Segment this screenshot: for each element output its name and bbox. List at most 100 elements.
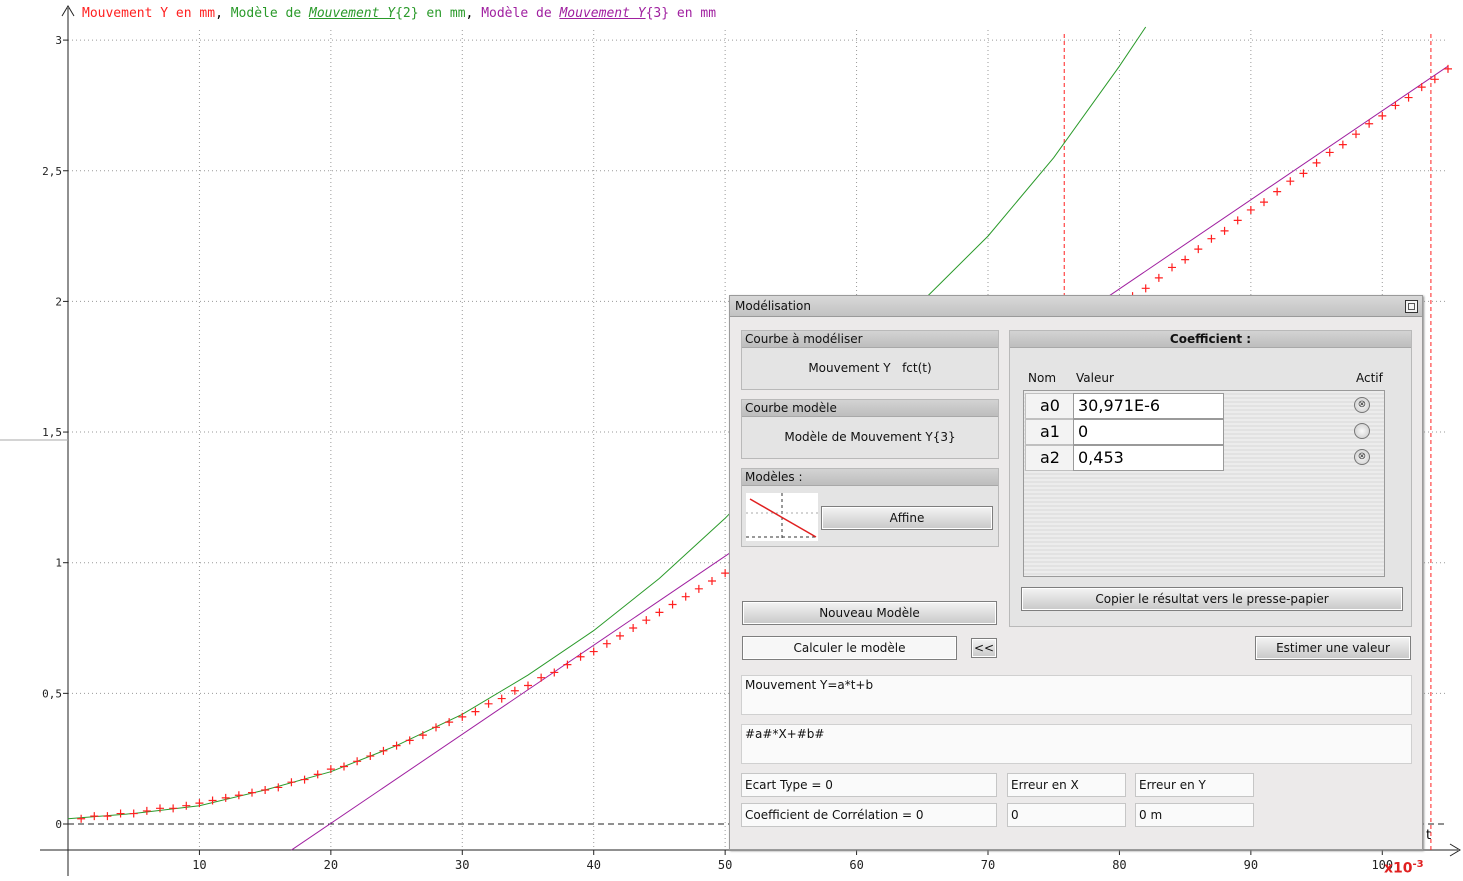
data-point-cross xyxy=(1154,273,1163,282)
data-point-cross xyxy=(655,608,664,617)
x-tick-label: 50 xyxy=(718,858,732,872)
legend-model2-suffix: {2} en mm xyxy=(395,6,466,21)
data-point-cross xyxy=(721,569,730,578)
copier-resultat-button[interactable]: Copier le résultat vers le presse-papier xyxy=(1021,587,1403,611)
data-point-cross xyxy=(537,673,546,682)
coef-actif-toggle-icon[interactable] xyxy=(1354,423,1370,439)
data-point-cross xyxy=(563,660,572,669)
data-point-cross xyxy=(1338,140,1347,149)
legend-model2-link[interactable]: Mouvement Y xyxy=(309,6,396,21)
data-point-cross xyxy=(445,718,454,727)
coef-col-valeur: Valeur xyxy=(1076,371,1114,385)
correlation-field: Coefficient de Corrélation = 0 xyxy=(741,803,997,827)
data-point-cross xyxy=(471,707,480,716)
coef-value-input[interactable]: 30,971E-6 xyxy=(1073,393,1224,419)
data-point-cross xyxy=(694,584,703,593)
data-point-cross xyxy=(1233,216,1242,225)
modeles-group: Modèles : Affine xyxy=(741,468,999,547)
data-point-cross xyxy=(1273,187,1282,196)
affine-model-thumbnail-icon[interactable] xyxy=(746,493,818,541)
template-field[interactable]: #a#*X+#b# xyxy=(741,724,1412,764)
data-point-cross xyxy=(1286,177,1295,186)
courbe-modele-group: Courbe modèle Modèle de Mouvement Y{3} xyxy=(741,399,999,459)
legend-series-measured: Mouvement Y en mm xyxy=(82,6,216,21)
data-point-cross xyxy=(195,799,204,808)
data-point-cross xyxy=(1181,255,1190,264)
data-point-cross xyxy=(300,775,309,784)
data-point-cross xyxy=(1325,148,1334,157)
data-point-cross xyxy=(708,576,716,585)
coef-name: a1 xyxy=(1025,419,1075,445)
erreur-x-input[interactable]: 0 xyxy=(1007,803,1126,827)
data-point-cross xyxy=(576,652,585,661)
data-point-cross xyxy=(116,809,125,818)
legend-model3-link[interactable]: Mouvement Y xyxy=(559,6,646,21)
data-point-cross xyxy=(1365,119,1374,128)
y-tick-label: 2 xyxy=(55,295,62,308)
data-point-cross xyxy=(418,731,427,740)
maximize-icon[interactable] xyxy=(1405,300,1418,313)
data-point-cross xyxy=(169,804,178,813)
nouveau-modele-button[interactable]: Nouveau Modèle xyxy=(742,601,997,625)
erreur-x-label: Erreur en X xyxy=(1007,773,1126,797)
ecart-type-field: Ecart Type = 0 xyxy=(741,773,997,797)
data-point-cross xyxy=(1391,101,1400,110)
modeles-header: Modèles : xyxy=(742,469,998,486)
data-point-cross xyxy=(642,616,651,625)
data-point-cross xyxy=(1168,263,1176,272)
data-point-cross xyxy=(1194,245,1203,254)
courbe-a-modeliser-group: Courbe à modéliser Mouvement Y fct(t) xyxy=(741,330,999,390)
affine-model-button[interactable]: Affine xyxy=(821,506,993,530)
legend-series-model2: Modèle de Mouvement Y{2} en mm xyxy=(231,6,466,21)
coef-actif-toggle-icon[interactable]: ⊗ xyxy=(1354,397,1370,413)
courbe-a-modeliser-value[interactable]: Mouvement Y fct(t) xyxy=(808,361,932,375)
coefficient-table: a0 30,971E-6 ⊗ a1 0 a2 0,453 ⊗ xyxy=(1023,390,1385,577)
data-point-cross xyxy=(261,786,270,795)
collapse-button[interactable]: << xyxy=(971,638,997,658)
courbe-modele-value[interactable]: Modèle de Mouvement Y{3} xyxy=(784,430,956,444)
data-point-cross xyxy=(1417,83,1426,92)
data-point-cross xyxy=(208,796,217,805)
coef-actif-toggle-icon[interactable]: ⊗ xyxy=(1354,449,1370,465)
data-point-cross xyxy=(1246,205,1255,214)
data-point-cross xyxy=(432,723,440,732)
coef-col-actif: Actif xyxy=(1356,371,1383,385)
coef-value-input[interactable]: 0 xyxy=(1073,419,1224,445)
x-axis-multiplier: x10-3 xyxy=(1384,859,1424,877)
legend-separator: , xyxy=(465,6,482,21)
expression-field[interactable]: Mouvement Y=a*t+b xyxy=(741,675,1412,715)
coef-name: a0 xyxy=(1025,393,1075,419)
data-point-cross xyxy=(90,812,99,821)
data-point-cross xyxy=(484,699,493,708)
x-tick-label: 80 xyxy=(1112,858,1126,872)
coef-value-input[interactable]: 0,453 xyxy=(1073,445,1224,471)
data-point-cross xyxy=(103,812,112,821)
data-point-cross xyxy=(182,801,191,810)
x-tick-label: 100 xyxy=(1371,858,1393,872)
data-point-cross xyxy=(458,712,467,721)
courbe-modele-header: Courbe modèle xyxy=(742,400,998,417)
data-point-cross xyxy=(248,788,256,797)
calculer-modele-button[interactable]: Calculer le modèle xyxy=(742,636,957,660)
coef-col-nom: Nom xyxy=(1028,371,1057,385)
estimer-valeur-button[interactable]: Estimer une valeur xyxy=(1255,636,1411,660)
x-multiplier-base: x10 xyxy=(1384,860,1413,877)
chart-legend: Mouvement Y en mm, Modèle de Mouvement Y… xyxy=(82,6,716,21)
data-point-cross xyxy=(129,809,138,818)
x-tick-label: 60 xyxy=(849,858,863,872)
x-tick-label: 20 xyxy=(324,858,338,872)
x-axis-label: t xyxy=(1426,828,1432,843)
x-tick-label: 10 xyxy=(192,858,206,872)
erreur-y-input[interactable]: 0 m xyxy=(1135,803,1254,827)
data-point-cross xyxy=(340,762,348,771)
y-tick-label: 1 xyxy=(55,557,62,570)
data-point-cross xyxy=(353,757,362,766)
data-point-cross xyxy=(77,814,86,823)
data-point-cross xyxy=(1260,198,1268,207)
data-point-cross xyxy=(1220,226,1229,235)
x-tick-label: 40 xyxy=(586,858,600,872)
dialog-title-bar[interactable]: Modélisation xyxy=(730,296,1422,317)
y-tick-label: 3 xyxy=(55,34,62,47)
legend-series-model3: Modèle de Mouvement Y{3} en mm xyxy=(481,6,716,21)
